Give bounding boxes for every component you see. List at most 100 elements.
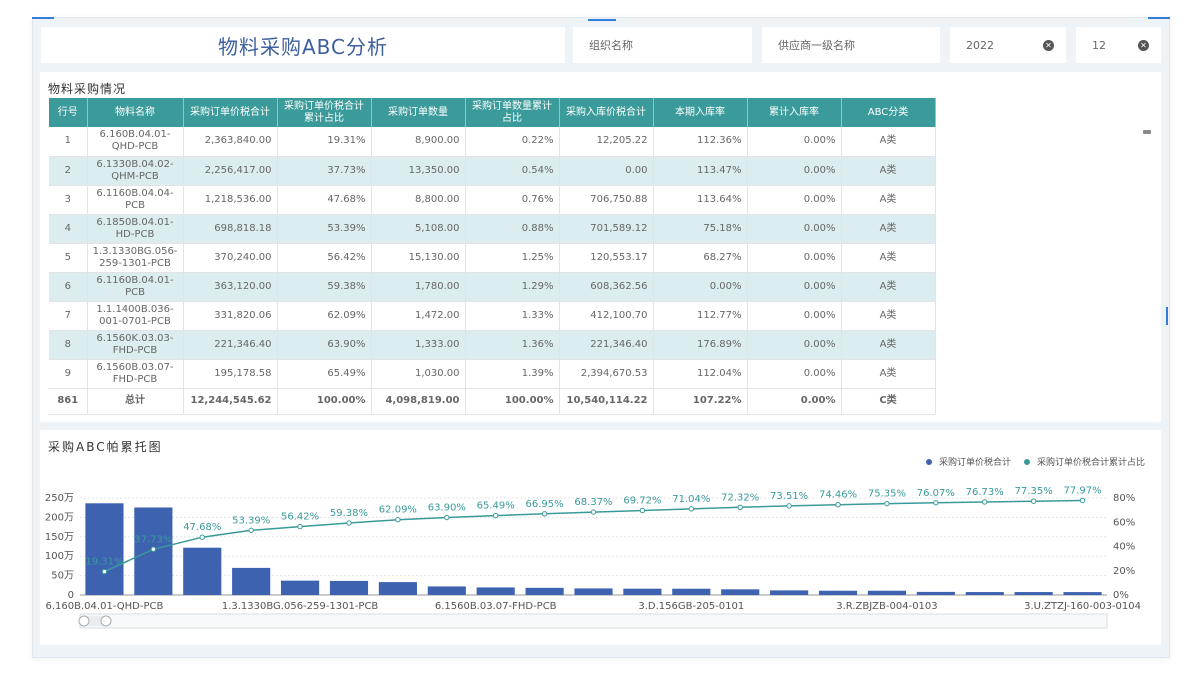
year-filter[interactable]: 2022 ✕ [950, 27, 1066, 63]
col-header[interactable]: 行号 [49, 98, 88, 127]
cumulative-label: 73.51% [770, 491, 808, 502]
cumulative-point [346, 520, 352, 526]
legend-swatch-line [1024, 459, 1030, 465]
col-header[interactable]: 采购订单价税合计 [183, 98, 278, 127]
pareto-bar [721, 589, 760, 595]
cumulative-label: 77.97% [1063, 485, 1101, 496]
month-filter[interactable]: 12 ✕ [1076, 27, 1161, 63]
table-cell: 0.88% [465, 214, 560, 244]
supplier-name-placeholder: 供应商一级名称 [778, 39, 855, 52]
table-row[interactable]: 6 6.1160B.04.01-PCB 363,120.00 59.38% 1,780.… [49, 272, 936, 302]
scrollbar-thumb[interactable] [1143, 130, 1151, 134]
table-cell: 701,589.12 [559, 214, 654, 244]
clear-year-icon[interactable]: ✕ [1043, 40, 1054, 51]
cumulative-label: 66.95% [526, 499, 564, 510]
table-cell: 176.89% [653, 330, 748, 360]
year-value: 2022 [966, 38, 994, 52]
table-cell: 100.00% [465, 388, 560, 415]
table-row[interactable]: 9 6.1560B.03.07-FHD-PCB 195,178.58 65.49% 1,… [49, 359, 936, 389]
col-header[interactable]: 物料名称 [87, 98, 184, 127]
cumulative-label: 76.07% [917, 488, 955, 499]
pareto-bar [623, 588, 662, 595]
cumulative-label: 77.35% [1015, 486, 1053, 497]
pareto-bar [818, 590, 858, 595]
table-cell: 62.09% [277, 301, 372, 331]
table-cell: 2,363,840.00 [183, 127, 278, 157]
table-row[interactable]: 1 6.160B.04.01-QHD-PCB 2,363,840.00 19.31% 8… [49, 127, 936, 157]
table-cell: 59.38% [277, 272, 372, 302]
table-row[interactable]: 5 1.3.1330BG.056-259-1301-PCB 370,240.00 56… [49, 243, 936, 273]
col-header[interactable]: ABC分类 [841, 98, 936, 127]
pareto-bar [378, 582, 417, 595]
table-cell: 19.31% [277, 127, 372, 157]
page-title: 物料采购ABC分析 [217, 34, 388, 59]
cumulative-label: 71.04% [672, 494, 710, 505]
table-cell: A类 [841, 243, 936, 273]
table-cell: 68.27% [653, 243, 748, 273]
col-header[interactable]: 采购入库价税合计 [559, 98, 654, 127]
supplier-name-filter[interactable]: 供应商一级名称 [762, 27, 940, 63]
pareto-bar [916, 591, 955, 595]
cumulative-point [101, 568, 108, 575]
table-cell: 1.29% [465, 272, 560, 302]
table-cell: 1.39% [465, 359, 560, 389]
zoom-handle-right[interactable] [100, 615, 112, 627]
cumulative-point [297, 523, 303, 530]
y-left-tick: 250万 [45, 493, 74, 504]
table-cell: 53.39% [277, 214, 372, 244]
cumulative-point [1030, 498, 1037, 504]
cumulative-point [395, 517, 401, 523]
table-cell: 112.04% [653, 359, 748, 389]
col-header[interactable]: 采购订单数量 [371, 98, 466, 127]
table-cell: 6.1160B.04.04-PCB [87, 185, 184, 215]
table-cell: 608,362.56 [559, 272, 654, 302]
cumulative-point [884, 500, 890, 507]
table-cell: 412,100.70 [559, 301, 654, 331]
table-cell: A类 [841, 214, 936, 244]
table-row[interactable]: 3 6.1160B.04.04-PCB 1,218,536.00 47.68% 8,80… [49, 185, 936, 215]
table-cell: 9 [49, 359, 88, 389]
table-cell: 0.00 [559, 156, 654, 186]
col-header[interactable]: 累计入库率 [747, 98, 842, 127]
table-cell: 3 [49, 185, 88, 215]
y-right-tick: 80% [1113, 493, 1135, 504]
zoom-handle-left[interactable] [78, 615, 90, 627]
pareto-bar [1063, 592, 1102, 595]
cumulative-point [248, 527, 254, 533]
table-header-row: 行号 物料名称 采购订单价税合计 采购订单价税合计累计占比 采购订单数量 采购订… [49, 98, 936, 127]
table-total-row[interactable]: 861 总计 12,244,545.62 100.00% 4,098,819.00 100… [49, 388, 936, 415]
table-row[interactable]: 2 6.1330B.04.02-QHM-PCB 2,256,417.00 37.73%… [49, 156, 936, 186]
col-header[interactable]: 采购订单价税合计累计占比 [277, 98, 372, 127]
table-row[interactable]: 7 1.1.1400B.036-001-0701-PCB 331,820.06 62.… [49, 301, 936, 331]
pareto-bar [1014, 592, 1053, 595]
clear-month-icon[interactable]: ✕ [1138, 40, 1149, 51]
table-cell: A类 [841, 272, 936, 302]
table-cell: 12,244,545.62 [183, 388, 278, 415]
x-tick-label: 6.160B.04.01-QHD-PCB [46, 601, 164, 612]
table-cell: A类 [841, 156, 936, 186]
y-right-tick: 20% [1113, 566, 1135, 577]
cumulative-label: 19.31% [85, 557, 123, 568]
col-header[interactable]: 采购订单数量累计占比 [465, 98, 560, 127]
chart-panel: 采购ABC帕累托图 [40, 430, 1161, 645]
zoom-slider-track[interactable] [79, 613, 1108, 629]
table-row[interactable]: 8 6.1560K.03.03-FHD-PCB 221,346.40 63.90% 1,… [49, 330, 936, 360]
table-panel-title: 物料采购情况 [48, 82, 127, 96]
table-cell: 698,818.18 [183, 214, 278, 244]
table-cell: 113.64% [653, 185, 748, 215]
table-row[interactable]: 4 6.1850B.04.01-HD-PCB 698,818.18 53.39% 5,1… [49, 214, 936, 244]
table-cell: 195,178.58 [183, 359, 278, 389]
cumulative-point [1079, 497, 1086, 504]
table-cell: 120,553.17 [559, 243, 654, 273]
table-cell: 0.00% [747, 243, 842, 273]
pareto-bar [574, 588, 613, 595]
table-cell: 1.33% [465, 301, 560, 331]
chart-panel-title: 采购ABC帕累托图 [48, 440, 163, 454]
org-name-filter[interactable]: 组织名称 [573, 27, 752, 63]
table-cell: 370,240.00 [183, 243, 278, 273]
col-header[interactable]: 本期入库率 [653, 98, 748, 127]
table-cell: 6.1330B.04.02-QHM-PCB [87, 156, 184, 186]
table-cell: 56.42% [277, 243, 372, 273]
table-cell: 1,780.00 [371, 272, 466, 302]
table-cell: 5 [49, 243, 88, 273]
